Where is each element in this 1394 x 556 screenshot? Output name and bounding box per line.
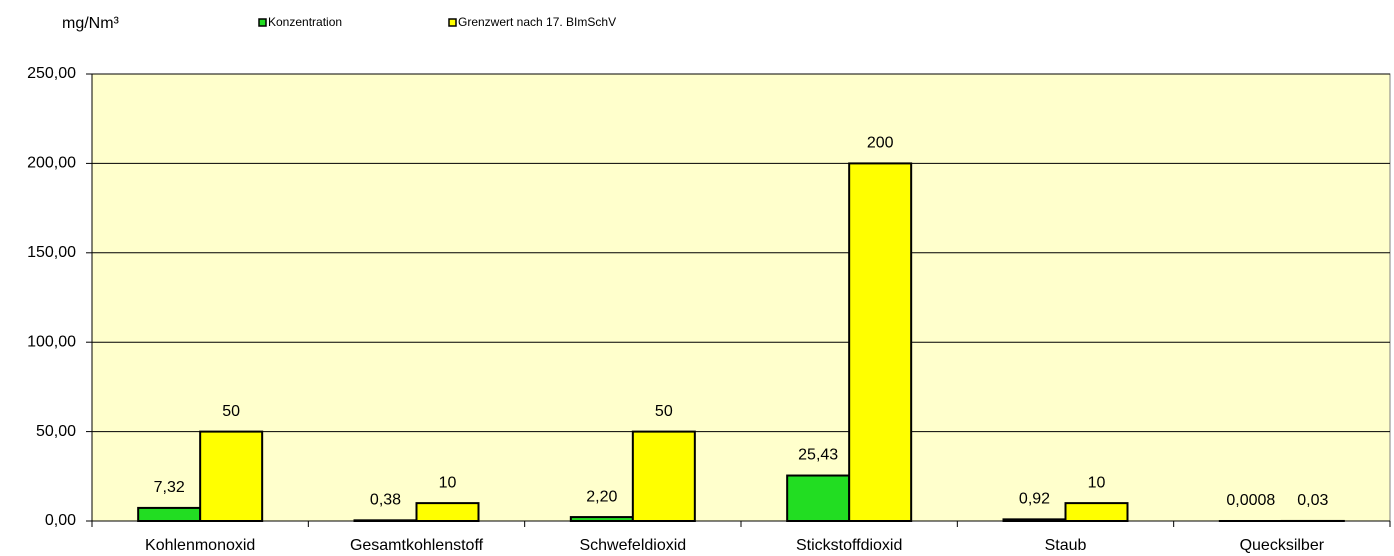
plot-area	[91, 73, 1391, 522]
y-tick-label: 0,00	[45, 512, 76, 529]
bar	[137, 506, 202, 522]
legend-swatch	[258, 18, 267, 27]
y-tick-label: 250,00	[27, 65, 76, 82]
data-label: 10	[439, 474, 457, 491]
bar	[786, 474, 851, 522]
y-axis-label: mg/Nm³	[62, 15, 120, 32]
x-tick-label: Quecksilber	[1240, 537, 1325, 554]
x-tick-label: Stickstoffdioxid	[796, 537, 902, 554]
x-tick-label: Gesamtkohlenstoff	[350, 537, 484, 554]
data-label: 0,03	[1297, 492, 1328, 509]
legend-label: Konzentration	[268, 15, 342, 29]
bar	[631, 430, 696, 523]
bar	[848, 162, 913, 522]
bar	[199, 430, 264, 523]
data-label: 10	[1088, 474, 1106, 491]
data-label: 0,38	[370, 492, 401, 509]
x-tick-label: Schwefeldioxid	[579, 537, 686, 554]
x-tick-label: Kohlenmonoxid	[145, 537, 255, 554]
y-tick-label: 200,00	[27, 155, 76, 172]
y-tick-label: 100,00	[27, 333, 76, 350]
y-tick-label: 50,00	[36, 423, 76, 440]
bar	[415, 502, 480, 522]
data-label: 0,92	[1019, 491, 1050, 508]
data-label: 50	[655, 403, 673, 420]
bar	[569, 516, 634, 523]
legend-label: Grenzwert nach 17. BImSchV	[458, 15, 616, 29]
y-tick-label: 150,00	[27, 244, 76, 261]
data-label: 0,0008	[1226, 492, 1275, 509]
data-label: 50	[222, 403, 240, 420]
x-tick-label: Staub	[1045, 537, 1087, 554]
data-label: 200	[867, 135, 894, 152]
data-label: 25,43	[798, 447, 838, 464]
bar	[1064, 502, 1129, 522]
data-label: 7,32	[154, 479, 185, 496]
data-label: 2,20	[586, 488, 617, 505]
legend-swatch	[448, 18, 457, 27]
